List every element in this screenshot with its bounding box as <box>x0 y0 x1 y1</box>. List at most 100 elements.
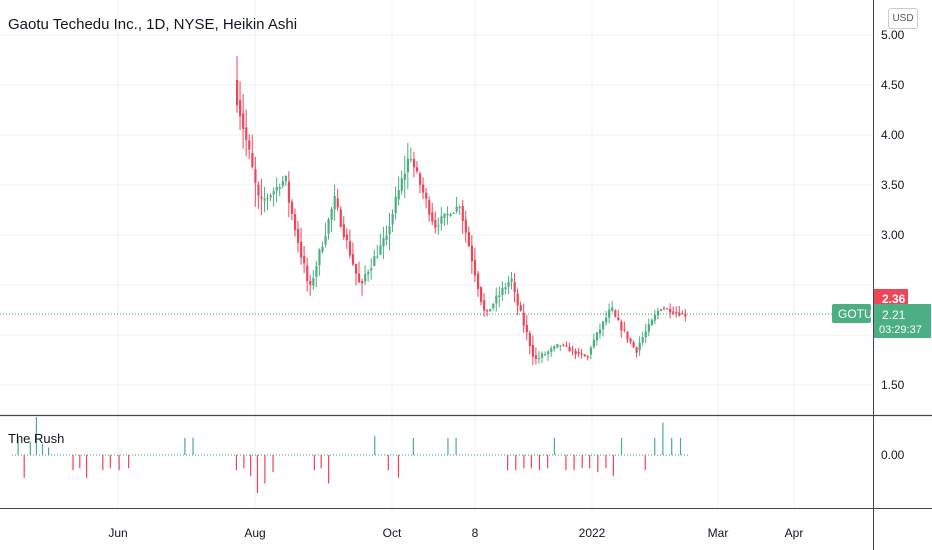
candle-body <box>537 357 541 360</box>
candle-body <box>632 342 635 348</box>
candle-body <box>571 349 574 351</box>
x-axis-tick-label: Aug <box>244 526 265 540</box>
candle-body <box>458 207 461 209</box>
candle-body <box>684 314 687 317</box>
candle-body <box>617 317 620 321</box>
candle-body <box>431 212 434 222</box>
candle-body <box>559 345 562 347</box>
candle-body <box>397 190 400 200</box>
candle-body <box>498 295 501 298</box>
candle-body <box>464 219 467 233</box>
candle-body <box>501 287 504 295</box>
candle-body <box>556 344 559 348</box>
candle-body <box>461 206 464 221</box>
candle-body <box>415 167 419 172</box>
candle-body <box>650 319 653 326</box>
candle-body <box>318 249 321 266</box>
candle-body <box>312 277 315 286</box>
candle-body <box>300 241 303 258</box>
candle-body <box>254 169 257 183</box>
candle-body <box>641 337 644 343</box>
candle-body <box>251 152 254 168</box>
candle-body <box>257 184 260 196</box>
candle-body <box>519 305 522 311</box>
candle-body <box>589 347 592 355</box>
currency-button[interactable]: USD <box>888 8 918 29</box>
candle-body <box>412 158 416 168</box>
candle-body <box>324 235 327 245</box>
candle-body <box>275 186 278 191</box>
candle-body <box>425 192 428 199</box>
candle-body <box>403 173 406 180</box>
candle-body <box>623 329 626 331</box>
candle-body <box>266 197 269 200</box>
candle-body <box>327 219 330 234</box>
candle-body <box>409 159 413 161</box>
last-price-label: 2.21 <box>882 308 906 322</box>
chart-title: Gaotu Techedu Inc., 1D, NYSE, Heikin Ash… <box>8 16 298 33</box>
candle-body <box>358 273 361 283</box>
candle-body <box>400 178 403 191</box>
y-axis-tick-label: 5.00 <box>881 28 905 42</box>
candle-body <box>492 303 495 309</box>
candle-body <box>605 317 608 323</box>
candle-body <box>620 321 623 331</box>
candle-body <box>422 184 425 193</box>
candle-body <box>354 263 358 274</box>
x-axis-tick-label: 2022 <box>579 526 606 540</box>
candle-body <box>480 287 483 302</box>
candle-body <box>550 348 553 352</box>
candle-body <box>553 346 556 350</box>
candle-body <box>434 219 437 228</box>
candle-body <box>370 268 373 271</box>
candle-body <box>565 345 568 347</box>
candle-body <box>290 201 294 215</box>
y-axis-tick-label: 4.50 <box>881 78 905 92</box>
countdown-label: 03:29:37 <box>879 324 922 336</box>
candle-body <box>522 312 525 326</box>
candle-body <box>467 232 470 247</box>
candle-body <box>635 347 638 353</box>
candle-body <box>321 246 324 252</box>
candle-body <box>339 209 342 227</box>
candle-body <box>437 225 440 227</box>
candle-body <box>455 206 458 212</box>
candle-body <box>242 113 245 130</box>
candle-body <box>663 308 666 310</box>
candle-body <box>269 195 272 198</box>
candle-body <box>394 196 397 214</box>
candle-body <box>647 323 650 332</box>
x-axis-tick-label: Oct <box>383 526 402 540</box>
candle-body <box>361 280 364 284</box>
candle-body <box>669 308 672 313</box>
candle-body <box>525 324 528 333</box>
candle-body <box>406 158 409 173</box>
indicator-zero-label: 0.00 <box>881 448 905 462</box>
candle-body <box>333 196 336 210</box>
candle-body <box>638 342 641 351</box>
candle-body <box>379 245 382 255</box>
candle-body <box>528 333 531 347</box>
candle-body <box>367 271 370 275</box>
candle-body <box>574 350 577 355</box>
candle-body <box>376 256 379 258</box>
candle-body <box>504 287 507 290</box>
candle-body <box>516 293 519 306</box>
candle-body <box>293 214 297 231</box>
candle-body <box>342 224 345 238</box>
y-axis-tick-label: 3.00 <box>881 228 905 242</box>
y-axis-tick-label: 1.50 <box>881 378 905 392</box>
candle-body <box>382 237 385 247</box>
candle-body <box>495 295 498 304</box>
candle-body <box>531 344 535 357</box>
y-axis-tick-label: 3.50 <box>881 178 905 192</box>
x-axis-tick-label: Apr <box>785 526 804 540</box>
candle-body <box>330 208 333 221</box>
candle-body <box>598 329 602 334</box>
candle-body <box>486 310 489 312</box>
candle-body <box>507 281 510 287</box>
candle-body <box>473 259 477 276</box>
candle-body <box>644 331 647 338</box>
candle-body <box>513 282 516 293</box>
